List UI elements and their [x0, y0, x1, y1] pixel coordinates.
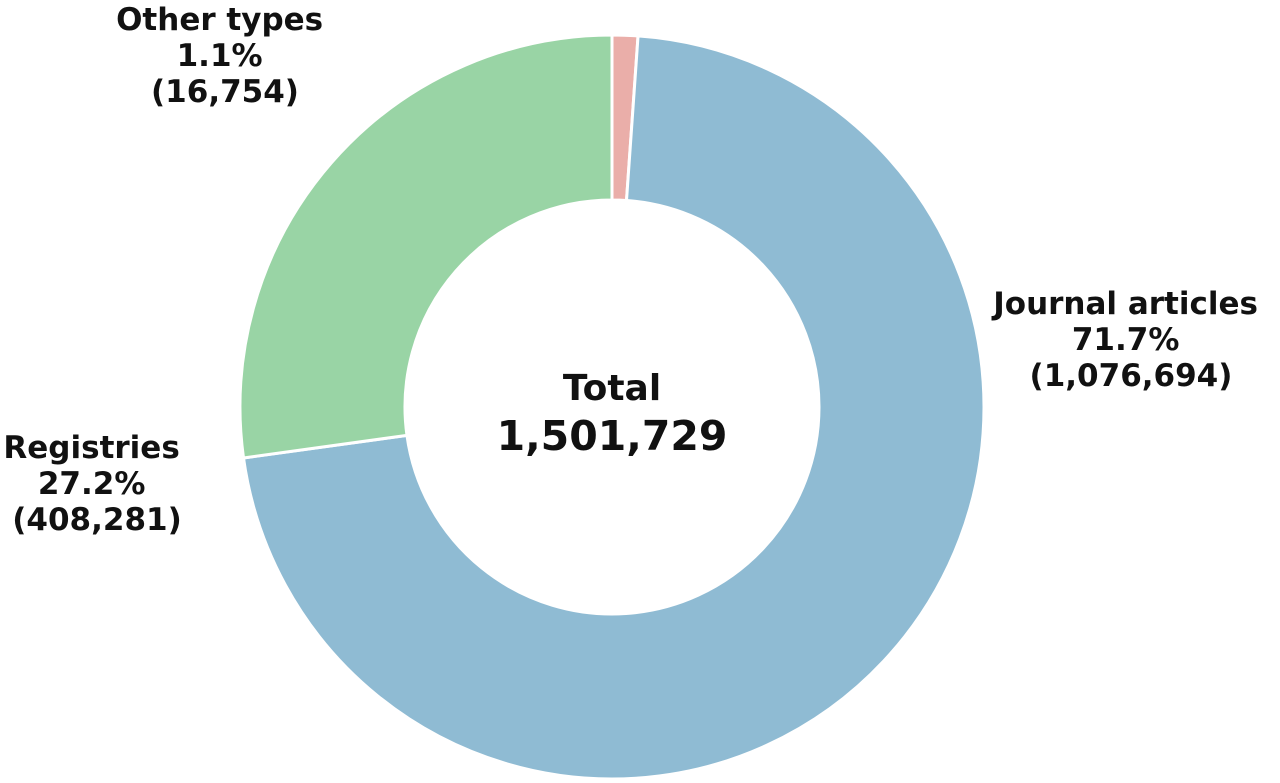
slice-journal-articles: [242, 34, 986, 781]
label-journal-articles-percent: 71.7%: [1072, 322, 1180, 358]
label-registries-value: (408,281): [12, 502, 182, 538]
center-total-value: 1,501,729: [497, 412, 728, 460]
slice-registries: [238, 33, 614, 460]
label-registries: Registries 27.2% (408,281): [3, 430, 190, 538]
label-journal-articles-name: Journal articles: [991, 286, 1258, 322]
label-other-types-name: Other types: [116, 2, 323, 38]
center-total-title: Total: [563, 368, 661, 409]
label-registries-name: Registries: [3, 430, 179, 466]
label-other-types: Other types 1.1% (16,754): [116, 2, 334, 110]
label-other-types-value: (16,754): [151, 74, 299, 110]
label-journal-articles: Journal articles 71.7% (1,076,694): [991, 286, 1269, 394]
donut-slices: [238, 33, 986, 781]
label-journal-articles-value: (1,076,694): [1030, 358, 1233, 394]
label-other-types-percent: 1.1%: [177, 38, 263, 74]
label-registries-percent: 27.2%: [38, 466, 146, 502]
